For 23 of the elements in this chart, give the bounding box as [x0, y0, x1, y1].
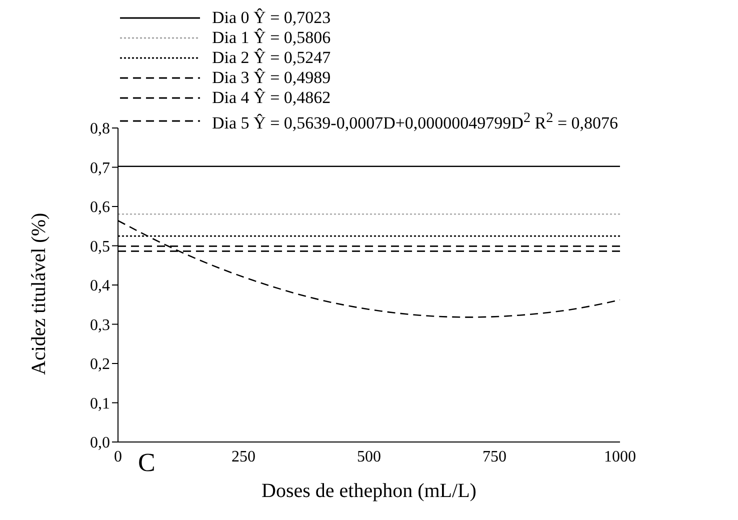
- y-axis-title: Acidez titulável (%): [28, 212, 50, 375]
- y-tick-label: 0,5: [90, 238, 110, 256]
- legend-label: Dia 1 Ŷ = 0,5806: [212, 28, 331, 48]
- y-tick-label: 0,6: [90, 199, 110, 216]
- y-tick-label: 0,2: [90, 356, 110, 374]
- legend-label: Dia 5 Ŷ = 0,5639-0,0007D+0,00000049799D$^{2}$ R$^{2}$ = 0,8076: [212, 109, 618, 134]
- y-tick-label: 0,4: [90, 278, 110, 295]
- y-tick-label: 0,0: [90, 434, 110, 452]
- x-tick-label: 750: [482, 448, 506, 466]
- y-tick-label: 0,1: [90, 395, 110, 412]
- y-tick-label: 0,7: [90, 160, 110, 177]
- x-tick-label: 0: [114, 448, 122, 466]
- legend-label: Dia 3 Ŷ = 0,4989: [212, 68, 331, 88]
- x-axis-title: Doses de ethephon (mL/L): [262, 480, 476, 502]
- legend-label: Dia 0 Ŷ = 0,7023: [212, 8, 331, 28]
- x-tick-label: 1000: [604, 448, 636, 466]
- legend-label: Dia 4 Ŷ = 0,4862: [212, 88, 331, 108]
- legend-label: Dia 2 Ŷ = 0,5247: [212, 48, 331, 68]
- y-tick-label: 0,8: [90, 120, 110, 138]
- y-tick-label: 0,3: [90, 316, 110, 334]
- x-tick-label: 500: [357, 448, 381, 466]
- x-tick-label: 250: [232, 448, 256, 466]
- text: C: [138, 448, 156, 478]
